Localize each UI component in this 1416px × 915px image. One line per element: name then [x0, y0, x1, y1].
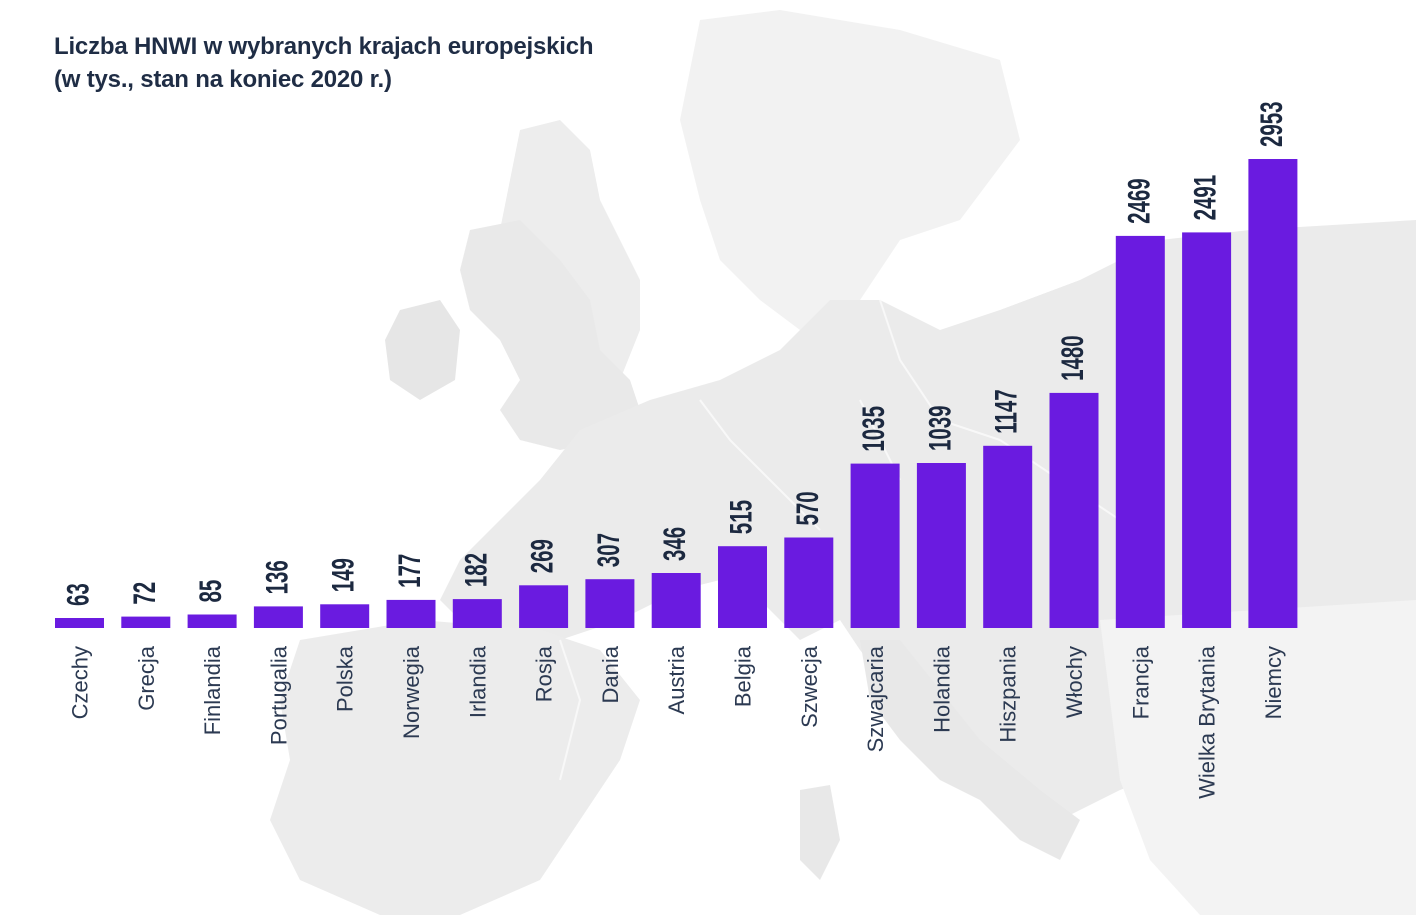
value-label: 1039 — [922, 405, 957, 451]
bar-wielka-brytania — [1182, 232, 1232, 628]
bar-rosja — [519, 585, 569, 628]
bar-holandia — [916, 463, 966, 628]
value-label: 177 — [392, 554, 427, 588]
value-label: 1035 — [856, 406, 891, 452]
category-label: Szwajcaria — [863, 645, 888, 752]
bar-finlandia — [187, 614, 237, 628]
category-label: Finlandia — [200, 645, 225, 735]
bar-hiszpania — [983, 445, 1033, 628]
value-label: 515 — [723, 500, 758, 534]
value-label: 2953 — [1254, 101, 1289, 147]
map-italy — [860, 640, 1080, 860]
category-label: Włochy — [1062, 646, 1087, 718]
category-label: Rosja — [532, 645, 557, 702]
bar-szwajcaria — [850, 463, 900, 628]
category-label: Portugalia — [266, 645, 291, 745]
bar-niemcy — [1248, 159, 1298, 628]
bar-dania — [585, 579, 635, 628]
category-label: Czechy — [68, 646, 93, 719]
category-label: Austria — [664, 645, 689, 714]
bar-polska — [320, 604, 370, 628]
category-label: Hiszpania — [996, 645, 1021, 742]
category-label: Belgia — [731, 645, 756, 707]
value-label: 1147 — [988, 389, 1023, 433]
bar-belgia — [718, 546, 767, 628]
category-label: Wielka Brytania — [1195, 645, 1220, 799]
map-east — [1100, 600, 1416, 915]
map-sardinia — [800, 785, 840, 880]
value-label: 269 — [524, 539, 559, 573]
category-label: Dania — [598, 645, 623, 703]
value-label: 85 — [193, 580, 228, 603]
bar-austria — [651, 573, 701, 628]
map-ireland — [385, 300, 460, 400]
map-finland — [680, 10, 1020, 330]
bar-irlandia — [452, 599, 502, 628]
value-label: 346 — [657, 527, 692, 561]
value-label: 63 — [60, 583, 95, 606]
bar-norwegia — [386, 599, 436, 628]
map-borders — [559, 299, 1121, 781]
category-label: Grecja — [134, 645, 159, 711]
value-label: 307 — [591, 533, 626, 567]
bar-szwecja — [784, 537, 834, 628]
value-label: 1480 — [1055, 335, 1090, 381]
value-label: 72 — [126, 582, 161, 605]
value-label: 136 — [259, 560, 294, 594]
value-label: 2469 — [1121, 178, 1156, 224]
bar-czechy — [55, 618, 104, 628]
map-iberia — [270, 620, 640, 915]
bar-francja — [1115, 235, 1165, 628]
value-label: 149 — [325, 558, 360, 592]
value-label: 2491 — [1187, 175, 1222, 221]
chart-title-block: Liczba HNWI w wybranych krajach europejs… — [54, 30, 594, 96]
category-label: Francja — [1128, 645, 1153, 719]
chart-subtitle: (w tys., stan na koniec 2020 r.) — [54, 66, 392, 93]
bar-włochy — [1049, 392, 1099, 628]
category-label: Szwecja — [797, 645, 822, 728]
category-label: Irlandia — [465, 645, 490, 718]
category-label: Polska — [333, 645, 358, 712]
category-label: Holandia — [929, 645, 954, 733]
map-great-britain — [460, 220, 640, 450]
category-label: Norwegia — [399, 645, 424, 739]
bar-grecja — [121, 616, 171, 628]
value-label: 570 — [789, 491, 824, 525]
chart-title: Liczba HNWI w wybranych krajach europejs… — [54, 33, 594, 60]
bar-portugalia — [253, 606, 303, 628]
category-label: Niemcy — [1261, 646, 1286, 719]
value-label: 182 — [458, 553, 493, 587]
